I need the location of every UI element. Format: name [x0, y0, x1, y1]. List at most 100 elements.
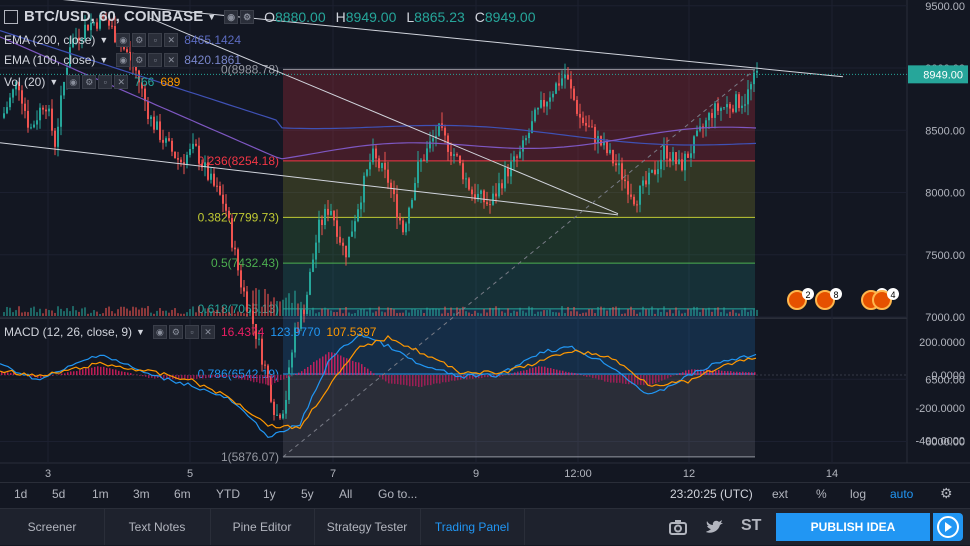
volume-bar: [435, 308, 437, 316]
tab-text-notes[interactable]: Text Notes: [104, 509, 211, 545]
percent-toggle[interactable]: %: [816, 487, 827, 501]
tf-3m[interactable]: 3m: [133, 487, 150, 501]
gear-icon[interactable]: ⚙: [132, 53, 146, 67]
tf-5y[interactable]: 5y: [301, 487, 314, 501]
volume-bar: [711, 312, 713, 316]
eye-icon[interactable]: ◉: [116, 53, 130, 67]
more-icon[interactable]: ▫: [148, 33, 162, 47]
tab-trading-panel[interactable]: Trading Panel: [420, 509, 525, 545]
collapse-icon[interactable]: [4, 10, 18, 24]
macd-histogram-bar: [64, 373, 66, 375]
close-icon[interactable]: ✕: [201, 325, 215, 339]
macd-histogram-bar: [10, 373, 12, 375]
volume-bar: [486, 313, 488, 316]
goto-button[interactable]: Go to...: [378, 487, 417, 501]
volume-bar: [441, 314, 443, 316]
tf-1m[interactable]: 1m: [92, 487, 109, 501]
macd-histogram-bar: [736, 372, 738, 375]
gear-icon[interactable]: ⚙: [940, 485, 953, 502]
ema100-label[interactable]: EMA (100, close): [4, 53, 95, 67]
candle-body: [426, 148, 428, 160]
candle-body: [222, 195, 224, 204]
volume-bar: [732, 310, 734, 316]
tab-screener[interactable]: Screener: [0, 509, 105, 545]
macd-histogram-bar: [358, 362, 360, 375]
volume-bar: [186, 312, 188, 316]
eye-icon[interactable]: ◉: [66, 75, 80, 89]
close-icon[interactable]: ✕: [164, 33, 178, 47]
volume-bar: [489, 308, 491, 316]
gear-icon[interactable]: ⚙: [169, 325, 183, 339]
macd-histogram-bar: [427, 375, 429, 385]
volume-bar: [633, 310, 635, 316]
camera-icon[interactable]: [668, 517, 688, 537]
volume-label[interactable]: Vol (20): [4, 75, 45, 89]
clock[interactable]: 23:20:25 (UTC): [670, 487, 753, 501]
chevron-down-icon[interactable]: ▼: [207, 12, 216, 22]
macd-histogram-bar: [394, 375, 396, 384]
volume-bar: [534, 314, 536, 316]
volume-bar: [552, 312, 554, 316]
play-button[interactable]: [933, 513, 963, 541]
macd-label[interactable]: MACD (12, 26, close, 9): [4, 325, 132, 339]
volume-legend: Vol (20) ▼ ◉⚙▫✕ 766 689: [4, 75, 180, 89]
candle-body: [537, 108, 539, 110]
stocktwits-icon[interactable]: ST: [741, 517, 761, 535]
volume-bar: [702, 308, 704, 316]
tab-pine-editor[interactable]: Pine Editor: [210, 509, 315, 545]
volume-bar: [651, 307, 653, 316]
close-icon[interactable]: ✕: [114, 75, 128, 89]
chart-area[interactable]: 0(8988.78)0.236(8254.18)0.382(7799.73)0.…: [0, 0, 970, 482]
symbol-title[interactable]: BTC/USD, 60, COINBASE: [24, 8, 203, 25]
macd-histogram-bar: [223, 375, 225, 377]
candle-body: [726, 104, 728, 107]
macd-histogram-bar: [286, 375, 288, 378]
tf-6m[interactable]: 6m: [174, 487, 191, 501]
tf-1y[interactable]: 1y: [263, 487, 276, 501]
volume-bar: [660, 312, 662, 316]
candle-body: [561, 78, 563, 85]
auto-toggle[interactable]: auto: [890, 487, 913, 501]
tf-1d[interactable]: 1d: [14, 487, 27, 501]
volume-bar: [183, 314, 185, 316]
gear-icon[interactable]: ⚙: [82, 75, 96, 89]
gear-icon[interactable]: ⚙: [132, 33, 146, 47]
log-toggle[interactable]: log: [850, 487, 866, 501]
twitter-icon[interactable]: [704, 517, 726, 537]
publish-idea-button[interactable]: PUBLISH IDEA: [776, 513, 930, 541]
chevron-down-icon[interactable]: ▼: [136, 327, 145, 337]
candle-body: [468, 178, 470, 189]
eye-icon[interactable]: ◉: [224, 10, 238, 24]
candle-body: [420, 160, 422, 162]
volume-bar: [174, 308, 176, 316]
gear-icon[interactable]: ⚙: [240, 10, 254, 24]
more-icon[interactable]: ▫: [185, 325, 199, 339]
candle-body: [186, 155, 188, 165]
price-chart[interactable]: 0(8988.78)0.236(8254.18)0.382(7799.73)0.…: [0, 0, 970, 482]
candle-body: [612, 150, 614, 163]
eye-icon[interactable]: ◉: [116, 33, 130, 47]
candle-body: [504, 168, 506, 189]
volume-bar: [165, 311, 167, 316]
chevron-down-icon[interactable]: ▼: [49, 77, 58, 87]
tf-ytd[interactable]: YTD: [216, 487, 240, 501]
ext-toggle[interactable]: ext: [772, 487, 788, 501]
close-icon[interactable]: ✕: [164, 53, 178, 67]
macd-histogram-bar: [535, 367, 537, 375]
macd-histogram-bar: [448, 375, 450, 382]
candle-body: [507, 168, 509, 177]
tab-strategy-tester[interactable]: Strategy Tester: [314, 509, 421, 545]
tf-all[interactable]: All: [339, 487, 352, 501]
more-icon[interactable]: ▫: [98, 75, 112, 89]
volume-bar: [216, 310, 218, 316]
more-icon[interactable]: ▫: [148, 53, 162, 67]
eye-icon[interactable]: ◉: [153, 325, 167, 339]
ema200-label[interactable]: EMA (200, close): [4, 33, 95, 47]
chevron-down-icon[interactable]: ▼: [99, 35, 108, 45]
volume-bar: [414, 309, 416, 316]
candle-body: [708, 113, 710, 120]
volume-bar: [246, 314, 248, 316]
volume-bar: [663, 306, 665, 316]
chevron-down-icon[interactable]: ▼: [99, 55, 108, 65]
tf-5d[interactable]: 5d: [52, 487, 65, 501]
